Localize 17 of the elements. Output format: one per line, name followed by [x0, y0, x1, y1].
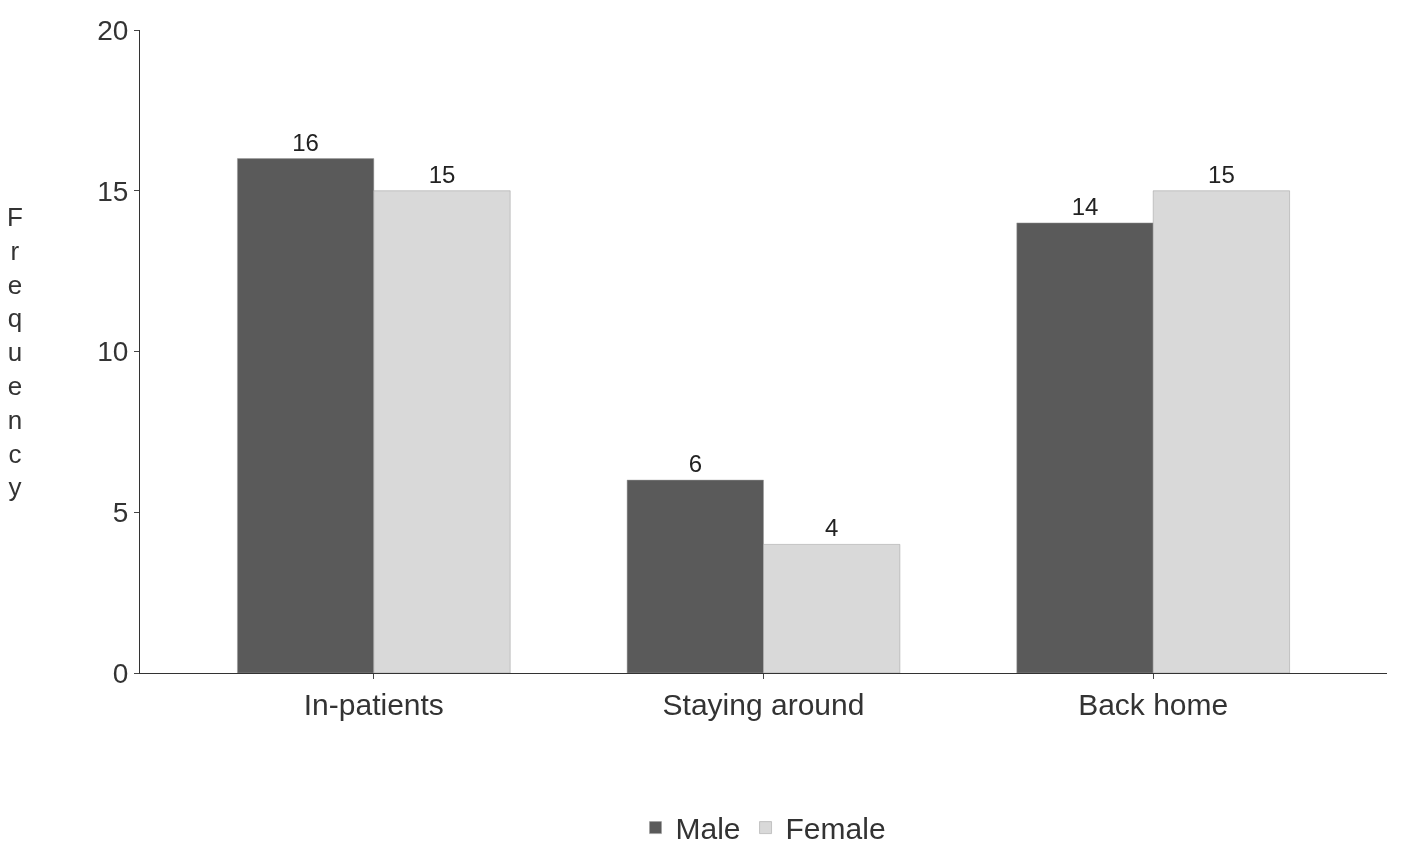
- data-label: 4: [825, 514, 839, 542]
- legend-label: Male: [675, 812, 741, 846]
- y-tick-label: 15: [97, 175, 129, 207]
- data-label: 15: [428, 160, 456, 188]
- legend-label: Female: [785, 812, 886, 846]
- x-tick-label: In-patients: [303, 688, 444, 721]
- data-label: 16: [292, 128, 319, 156]
- x-tick-label: Back home: [1078, 688, 1229, 721]
- data-label: 15: [1208, 160, 1235, 188]
- data-label: 6: [688, 450, 702, 478]
- text: Frequency: [7, 202, 23, 503]
- data-label: 14: [1071, 192, 1099, 220]
- x-tick-label: Staying around: [662, 688, 865, 721]
- y-tick-label: 5: [112, 497, 129, 529]
- y-tick-label: 20: [97, 14, 129, 46]
- y-tick-label: 10: [97, 336, 129, 368]
- y-tick-label: 0: [112, 657, 129, 689]
